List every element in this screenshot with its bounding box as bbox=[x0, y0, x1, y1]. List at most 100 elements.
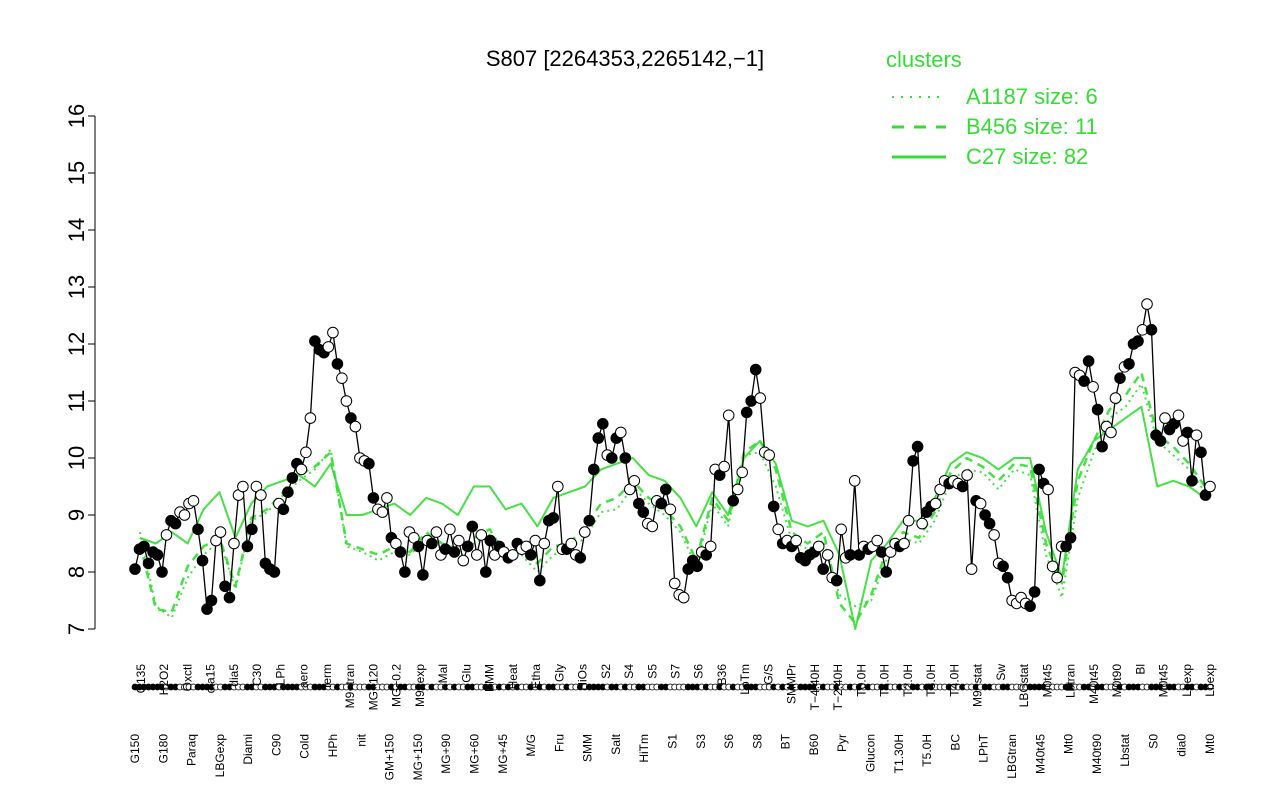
data-point bbox=[363, 457, 375, 470]
y-tick-label: 15 bbox=[64, 161, 89, 185]
x-tick-label: M0t90 bbox=[1110, 664, 1124, 698]
x-tick-label: SMM bbox=[581, 734, 595, 762]
x-tick-label: T−4.40H bbox=[808, 664, 822, 710]
data-point bbox=[722, 409, 735, 422]
data-point bbox=[1186, 475, 1198, 487]
data-point bbox=[1114, 372, 1126, 385]
data-point bbox=[304, 412, 317, 424]
data-point bbox=[237, 480, 249, 493]
data-point bbox=[1028, 586, 1041, 598]
data-point bbox=[1001, 571, 1014, 584]
x-tick-label: Mt0 bbox=[1062, 734, 1076, 754]
data-point bbox=[142, 557, 155, 570]
data-point bbox=[911, 440, 924, 453]
data-point bbox=[817, 563, 830, 575]
x-tick-label: G150 bbox=[128, 734, 142, 764]
data-point bbox=[1087, 381, 1099, 393]
data-point bbox=[277, 503, 290, 516]
data-point bbox=[322, 341, 335, 353]
x-tick-label: MG+90 bbox=[439, 734, 453, 774]
data-point bbox=[1091, 403, 1104, 416]
x-tick-label: M9−tran bbox=[343, 664, 357, 708]
x-tick-label: GM+150 bbox=[383, 734, 397, 781]
data-point bbox=[619, 452, 632, 464]
data-point bbox=[507, 549, 519, 561]
data-point bbox=[749, 363, 762, 376]
y-tick-label: 14 bbox=[64, 218, 89, 242]
x-tick-label: Etha bbox=[529, 664, 543, 689]
data-point bbox=[637, 506, 650, 518]
x-tick-label: S2 bbox=[599, 664, 613, 679]
data-point bbox=[1204, 480, 1216, 493]
data-point bbox=[1096, 440, 1108, 453]
data-point bbox=[929, 497, 942, 510]
x-tick-label: G135 bbox=[134, 664, 148, 694]
data-point bbox=[574, 552, 587, 564]
x-rug bbox=[131, 683, 1214, 691]
x-tick-label: Glu bbox=[459, 664, 473, 683]
y-tick-label: 10 bbox=[64, 446, 89, 470]
data-point bbox=[538, 537, 551, 550]
x-tick-label: C90 bbox=[269, 734, 283, 756]
data-point bbox=[196, 554, 209, 567]
x-tick-label: Salt bbox=[609, 733, 623, 754]
data-point bbox=[1145, 324, 1158, 336]
x-tick-label: Pyr bbox=[835, 734, 849, 752]
data-point bbox=[129, 563, 141, 575]
data-point bbox=[916, 517, 928, 530]
data-point bbox=[457, 554, 470, 567]
data-point bbox=[331, 358, 344, 370]
x-tick-label: LPh bbox=[273, 664, 287, 685]
data-point bbox=[956, 480, 969, 493]
y-tick-label: 8 bbox=[64, 566, 89, 578]
x-tick-label: M40t45 bbox=[1087, 664, 1101, 704]
data-point bbox=[677, 591, 690, 604]
data-point bbox=[579, 526, 591, 538]
data-point bbox=[547, 512, 560, 524]
data-point bbox=[835, 523, 848, 536]
data-point bbox=[381, 492, 393, 504]
data-point bbox=[907, 455, 919, 467]
data-point bbox=[444, 523, 456, 536]
legend-entry-b456: B456 size: 11 bbox=[966, 114, 1098, 139]
y-tick-label: 13 bbox=[64, 275, 89, 299]
data-point bbox=[660, 483, 672, 496]
x-tick-label: aero bbox=[297, 664, 311, 688]
data-point bbox=[583, 514, 596, 527]
data-point bbox=[615, 426, 627, 439]
data-point bbox=[376, 506, 389, 518]
data-point bbox=[983, 517, 996, 530]
data-point bbox=[763, 449, 776, 461]
data-point bbox=[138, 540, 150, 553]
x-tick-label: H2O2 bbox=[157, 664, 171, 696]
data-point bbox=[588, 463, 600, 476]
data-point bbox=[399, 566, 411, 578]
y-tick-label: 12 bbox=[64, 332, 89, 356]
data-point bbox=[898, 537, 910, 550]
data-point bbox=[1082, 355, 1095, 367]
data-point bbox=[1190, 429, 1203, 442]
x-tick-label: T2.0H bbox=[901, 664, 915, 697]
x-tick-label: Paraq bbox=[185, 734, 199, 766]
x-tick-label: T1.30H bbox=[892, 734, 906, 773]
legend-title: clusters bbox=[886, 47, 962, 72]
data-point bbox=[965, 563, 978, 575]
data-point bbox=[664, 503, 677, 516]
x-tick-label: Lbexp bbox=[1203, 664, 1217, 697]
data-point bbox=[223, 591, 236, 604]
x-tick-label: T−2.40H bbox=[831, 664, 845, 710]
x-tick-label: S6 bbox=[692, 664, 706, 679]
x-tick-label: S4 bbox=[622, 664, 636, 679]
x-tick-label: M/G bbox=[524, 734, 538, 757]
data-point bbox=[1051, 571, 1063, 584]
x-tick-label: Mal bbox=[436, 664, 450, 683]
y-tick-label: 16 bbox=[64, 104, 89, 128]
x-tick-label: MG−0.2 bbox=[390, 664, 404, 707]
x-tick-label: B60 bbox=[807, 734, 821, 756]
data-point bbox=[1172, 409, 1185, 422]
y-tick-label: 7 bbox=[64, 623, 89, 635]
data-point bbox=[668, 577, 681, 590]
x-tick-label: dia5 bbox=[227, 664, 241, 687]
x-tick-label: T5.0H bbox=[920, 734, 934, 767]
